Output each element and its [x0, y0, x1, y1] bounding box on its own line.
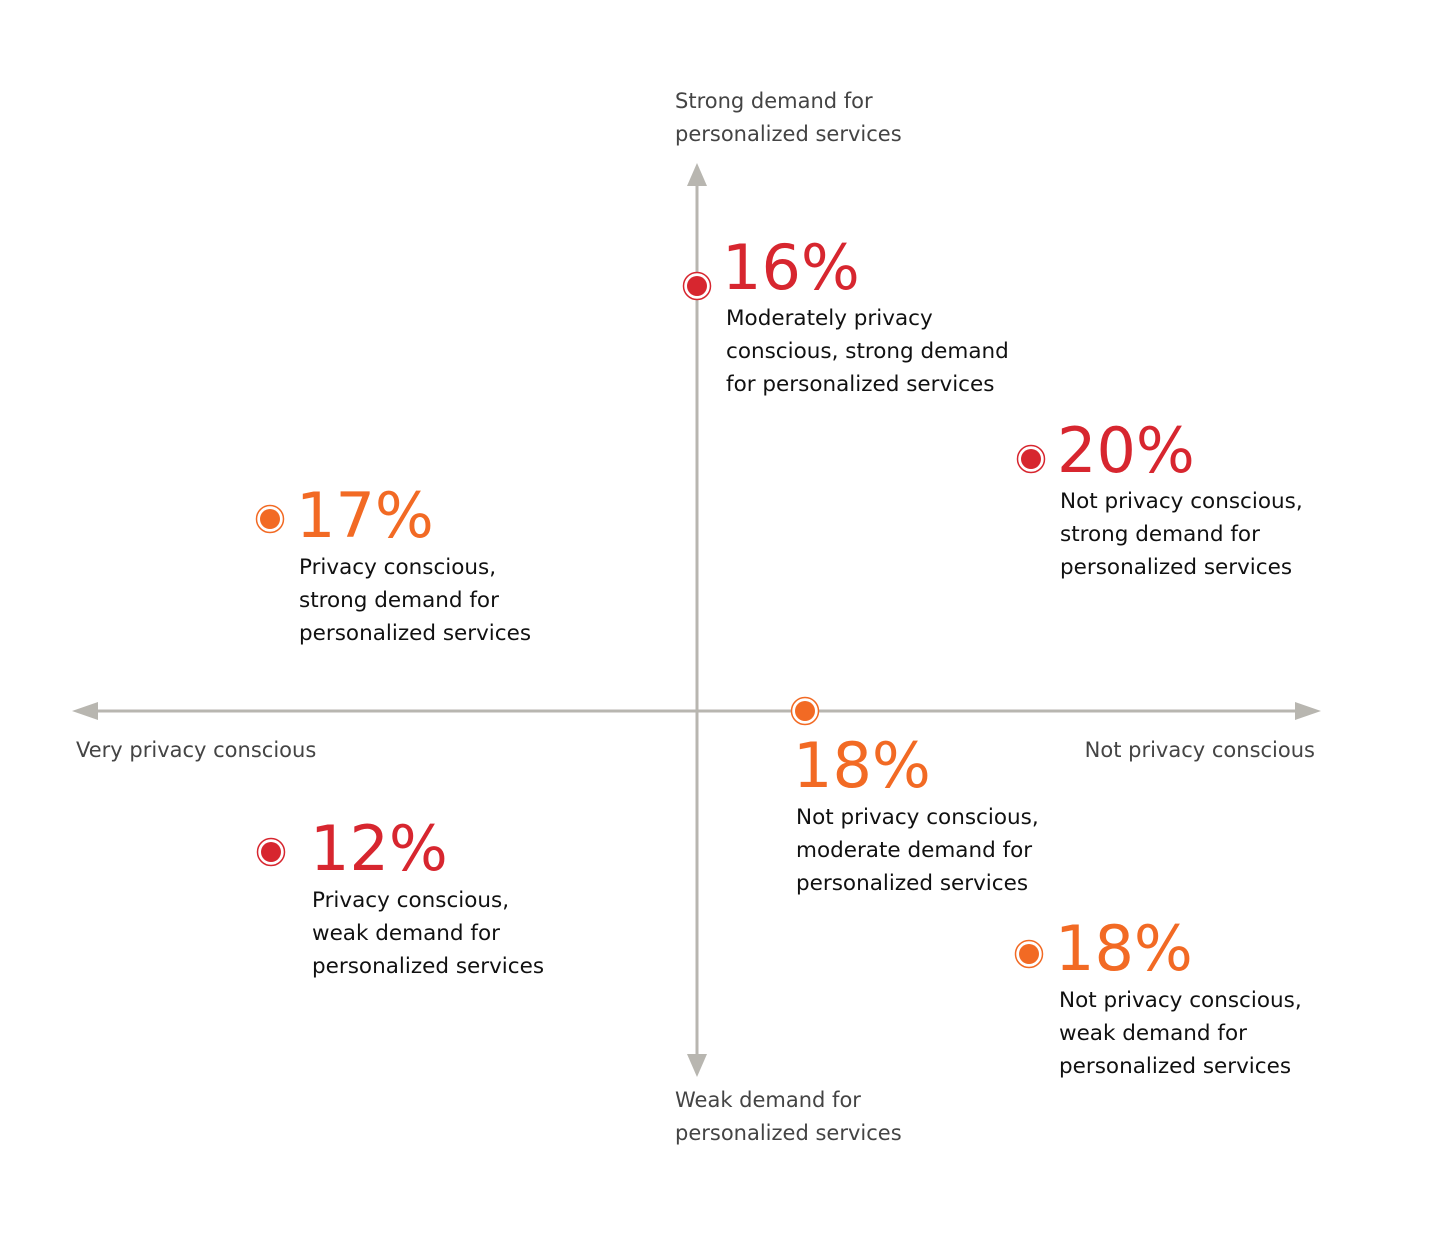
marker-dot: [687, 276, 707, 296]
description: Privacy conscious,: [312, 888, 509, 913]
axis-label: Strong demand for: [675, 89, 873, 113]
axis-label: personalized services: [675, 1121, 902, 1145]
percent: 12%: [310, 812, 448, 885]
description: conscious, strong demand: [726, 339, 1009, 364]
axis-label: Very privacy conscious: [76, 738, 316, 762]
description: Moderately privacy: [726, 306, 933, 331]
description: Privacy conscious,: [299, 555, 496, 580]
description: personalized services: [299, 621, 531, 646]
marker-dot: [1021, 449, 1041, 469]
percent: 16%: [722, 231, 860, 304]
description: strong demand for: [1060, 522, 1260, 547]
description: weak demand for: [312, 921, 500, 946]
arrow-down: [687, 1054, 707, 1077]
marker-dot: [261, 842, 281, 862]
description: personalized services: [796, 871, 1028, 896]
marker-dot: [1019, 944, 1039, 964]
marker-dot: [260, 509, 280, 529]
description: for personalized services: [726, 372, 994, 397]
percent: 20%: [1057, 414, 1195, 487]
marker-dot: [795, 701, 815, 721]
description: Not privacy conscious,: [796, 805, 1039, 830]
percent: 18%: [793, 729, 931, 802]
arrow-left: [72, 702, 98, 720]
description: weak demand for: [1059, 1021, 1247, 1046]
axis-label: personalized services: [675, 122, 902, 146]
description: strong demand for: [299, 588, 499, 613]
description: personalized services: [312, 954, 544, 979]
description: Not privacy conscious,: [1059, 988, 1302, 1013]
axis-label: Weak demand for: [675, 1088, 861, 1112]
axes: [72, 163, 1321, 1077]
description: moderate demand for: [796, 838, 1032, 863]
description: Not privacy conscious,: [1060, 489, 1303, 514]
axis-label: Not privacy conscious: [1085, 738, 1315, 762]
description: personalized services: [1060, 555, 1292, 580]
arrow-right: [1295, 702, 1321, 720]
percent: 18%: [1055, 912, 1193, 985]
description: personalized services: [1059, 1054, 1291, 1079]
percent: 17%: [296, 479, 434, 552]
arrow-up: [687, 163, 707, 186]
